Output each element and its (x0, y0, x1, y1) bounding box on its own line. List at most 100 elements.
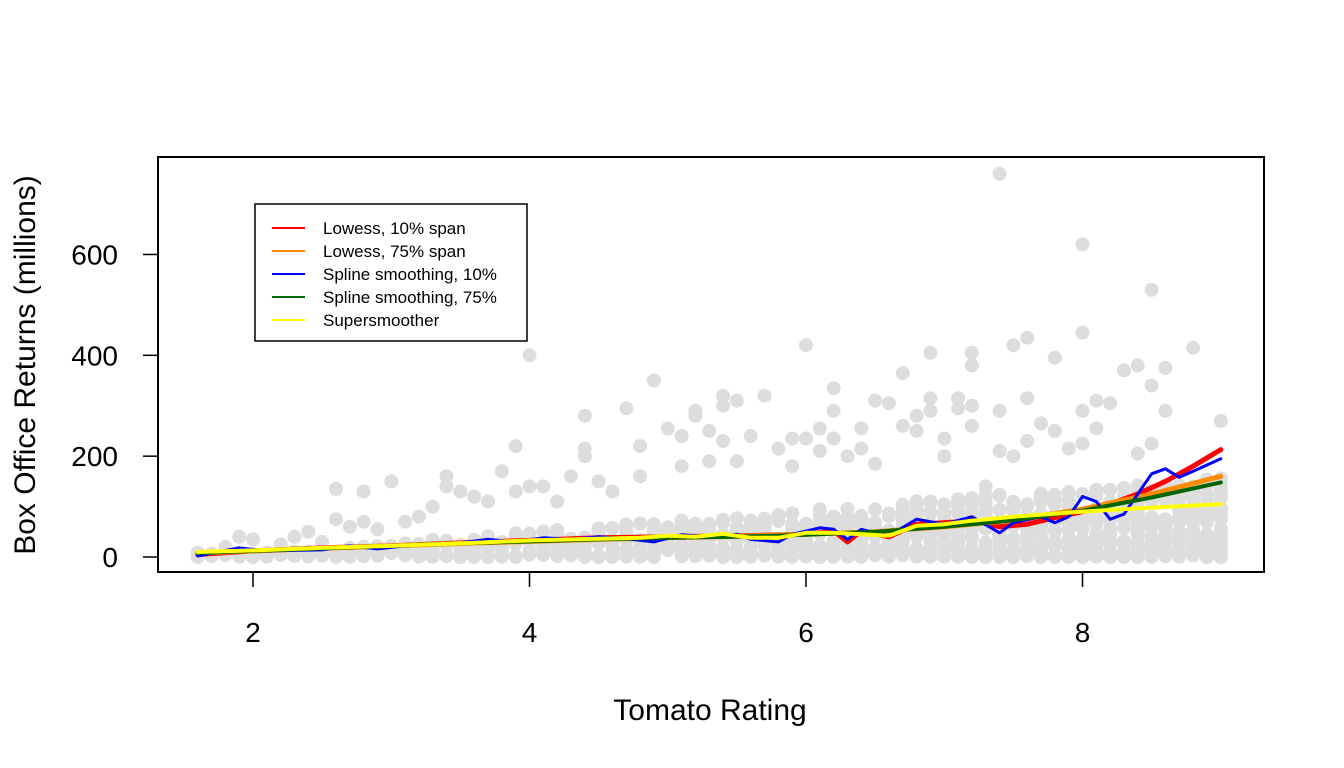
scatter-point (1130, 525, 1145, 540)
scatter-point (1144, 549, 1159, 564)
scatter-point (287, 548, 302, 563)
scatter-point (660, 421, 675, 436)
scatter-point (1075, 436, 1090, 451)
scatter-point (854, 421, 869, 436)
scatter-point (1186, 489, 1201, 504)
scatter-point (287, 529, 302, 544)
legend-box (254, 203, 528, 342)
scatter-point (577, 549, 592, 564)
scatter-point (1103, 396, 1118, 411)
scatter-point (1061, 546, 1076, 561)
scatter-point (978, 546, 993, 561)
scatter-point (978, 535, 993, 550)
scatter-point (536, 479, 551, 494)
scatter-point (702, 454, 717, 469)
scatter-point (1199, 510, 1214, 525)
scatter-point (1130, 511, 1145, 526)
scatter-point (370, 522, 385, 537)
scatter-point (840, 449, 855, 464)
scatter-point (992, 444, 1007, 459)
scatter-point (439, 469, 454, 484)
scatter-point (494, 464, 509, 479)
scatter-point (1158, 542, 1173, 557)
scatter-point (1006, 501, 1021, 516)
scatter-point (439, 479, 454, 494)
scatter-point (799, 431, 813, 446)
scatter-point (1186, 543, 1201, 558)
scatter-point (771, 508, 786, 523)
scatter-point (481, 494, 495, 509)
scatter-point (301, 524, 316, 539)
scatter-point (356, 484, 371, 499)
scatter-point (812, 502, 827, 517)
scatter-point (964, 528, 979, 543)
series-line-5 (195, 502, 1223, 554)
scatter-point (674, 543, 689, 558)
scatter-point (508, 526, 523, 541)
scatter-point (646, 517, 661, 532)
scatter-point (992, 487, 1007, 502)
scatter-point (743, 539, 758, 554)
scatter-point (356, 547, 371, 562)
scatter-point (729, 548, 744, 563)
scatter-point (1117, 537, 1131, 552)
scatter-point (729, 393, 744, 408)
scatter-point (964, 418, 979, 433)
scatter-point (674, 515, 689, 530)
scatter-point (633, 439, 648, 454)
legend-label: Supersmoother (323, 311, 440, 330)
scatter-point (964, 398, 979, 413)
scatter-point (895, 497, 910, 512)
scatter-point (1034, 540, 1048, 555)
scatter-point (716, 512, 731, 527)
scatter-point (785, 459, 800, 474)
legend-label: Spline smoothing, 10% (323, 265, 497, 284)
scatter-point (881, 543, 896, 558)
scatter-point (1144, 514, 1159, 529)
scatter-point (564, 469, 578, 484)
scatter-point (1158, 403, 1173, 418)
scatter-point (1213, 413, 1228, 428)
scatter-point (633, 469, 648, 484)
scatter-point (771, 441, 786, 456)
scatter-point (964, 358, 979, 373)
scatter-point (923, 345, 938, 360)
scatter-point (785, 506, 800, 521)
scatter-point (646, 540, 661, 555)
scatter-point (619, 548, 634, 563)
scatter-point (881, 396, 896, 411)
legend-label: Lowess, 75% span (323, 242, 466, 261)
scatter-point (1089, 512, 1104, 527)
scatter-point (937, 538, 952, 553)
scatter-point (909, 498, 924, 513)
y-tick-label: 600 (71, 239, 118, 270)
scatter-point (1130, 358, 1145, 373)
y-tick-label: 0 (102, 542, 118, 573)
scatter-point (1172, 491, 1187, 506)
scatter-point (1199, 539, 1214, 554)
scatter-point (1075, 325, 1090, 340)
scatter-point (1006, 449, 1021, 464)
scatter-point (453, 484, 468, 499)
scatter-point (508, 439, 523, 454)
scatter-point (674, 429, 689, 443)
scatter-point (1117, 509, 1131, 524)
scatter-point (467, 489, 482, 504)
scatter-point (826, 544, 841, 559)
scatter-point (826, 533, 841, 548)
scatter-point (854, 517, 869, 532)
scatter-point (439, 547, 454, 562)
scatter-point (909, 423, 924, 438)
scatter-point (895, 366, 910, 380)
x-tick-label: 6 (798, 617, 814, 648)
scatter-point (1034, 416, 1048, 431)
scatter-point (743, 520, 758, 535)
scatter-point (826, 431, 841, 446)
scatter-point (688, 408, 703, 423)
scatter-point (716, 548, 731, 563)
scatter-point (951, 505, 966, 519)
scatter-point (605, 484, 620, 499)
scatter-points (190, 166, 1228, 564)
scatter-point (799, 338, 813, 353)
scatter-point (964, 542, 979, 557)
